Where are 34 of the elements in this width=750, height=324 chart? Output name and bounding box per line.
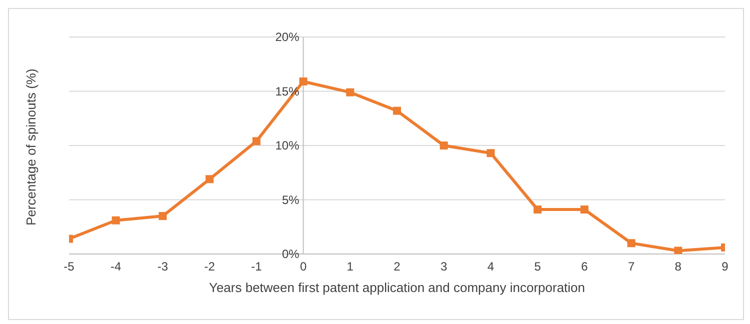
x-tick-label: -5 (64, 260, 75, 274)
x-tick-label: 7 (628, 260, 635, 274)
x-tick-label: 6 (581, 260, 588, 274)
x-tick-label: -3 (157, 260, 168, 274)
y-tick-label: 10% (275, 138, 300, 152)
x-tick-label: 4 (487, 260, 494, 274)
x-tick-label: 0 (300, 260, 307, 274)
point (486, 149, 495, 158)
x-tick-label: -4 (110, 260, 122, 274)
point (346, 88, 354, 96)
y-tick-label: 20% (275, 30, 300, 44)
x-tick-label: 8 (674, 260, 682, 274)
x-tick-label: 1 (346, 260, 354, 274)
point (393, 106, 401, 115)
point (627, 239, 636, 248)
x-tick-label: 2 (394, 260, 401, 274)
x-tick-label: 3 (440, 260, 448, 274)
point (206, 175, 214, 184)
x-tick-label: -2 (204, 260, 216, 274)
point (534, 206, 542, 214)
point (252, 137, 260, 146)
point (112, 216, 120, 224)
y-tick-label: 5% (282, 192, 300, 207)
point (440, 142, 448, 150)
y-tick-label: 0% (282, 247, 300, 261)
y-axis-title: Percentage of spinouts (%) (24, 68, 39, 226)
point (299, 77, 308, 86)
x-axis-title: Years between first patent application and company incorporation (208, 280, 586, 295)
x-tick-label: 9 (722, 260, 729, 274)
x-tick-label: 5 (534, 260, 542, 274)
x-tick-label: -1 (251, 260, 262, 274)
point (674, 246, 682, 254)
point (580, 206, 588, 214)
point (158, 212, 167, 220)
